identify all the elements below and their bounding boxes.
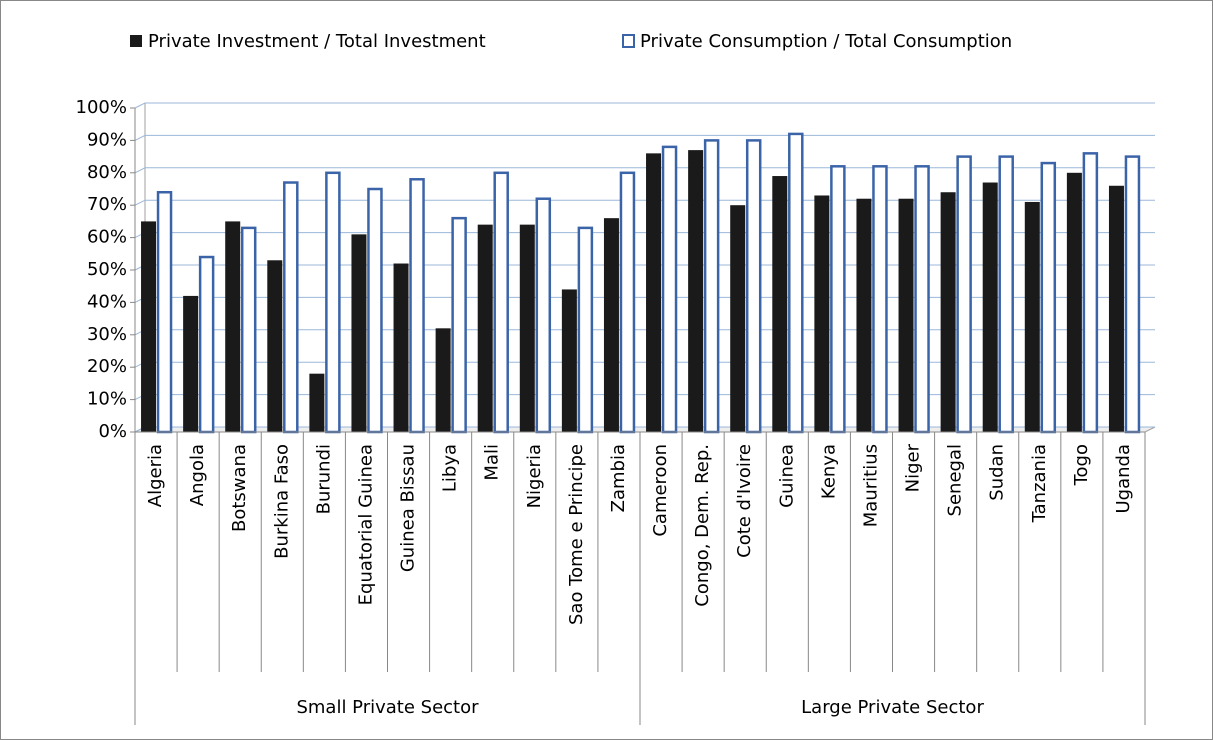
- bar: [267, 260, 283, 432]
- x-tick-label: Burundi: [313, 444, 334, 514]
- x-tick-label: Mauritius: [860, 444, 881, 527]
- bar: [240, 226, 257, 434]
- x-tick-label: Botswana: [229, 444, 250, 532]
- bar: [283, 181, 299, 434]
- x-tick-label: Cote d'Ivoire: [734, 444, 755, 558]
- x-tick-label: Niger: [903, 443, 924, 492]
- bar: [519, 224, 535, 432]
- group-label: Small Private Sector: [296, 697, 479, 718]
- x-tick-label: Mali: [482, 444, 503, 481]
- bar: [198, 255, 215, 434]
- grid-line: [134, 167, 1155, 174]
- x-tick-label: Congo, Dem. Rep.: [692, 444, 713, 607]
- legend-label: Private Consumption / Total Consumption: [640, 31, 1012, 52]
- bar: [603, 218, 619, 432]
- bar: [561, 289, 577, 432]
- bar: [451, 216, 467, 434]
- legend-swatch: [622, 34, 635, 48]
- x-tick-label: Cameroon: [650, 444, 671, 537]
- bar: [688, 150, 704, 432]
- bar: [1024, 201, 1040, 432]
- bar: [788, 132, 804, 434]
- bar: [856, 198, 872, 432]
- x-tick-label: Algeria: [145, 444, 166, 507]
- bar: [1082, 152, 1099, 434]
- bar: [183, 295, 199, 432]
- bar: [814, 195, 830, 432]
- y-tick-label: 40%: [87, 291, 127, 312]
- bar: [956, 155, 972, 434]
- bar: [351, 234, 367, 432]
- y-tick-label: 20%: [87, 356, 127, 377]
- x-tick-label: Senegal: [945, 444, 966, 516]
- x-tick-label: Tanzania: [1029, 444, 1050, 523]
- bar: [646, 153, 662, 433]
- bar: [325, 171, 341, 434]
- x-tick-label: Sao Tome e Principe: [566, 444, 587, 625]
- bar: [745, 139, 762, 434]
- bar: [493, 171, 509, 434]
- bar: [914, 165, 930, 434]
- bar: [409, 178, 425, 434]
- bar: [830, 165, 846, 434]
- bar: [703, 139, 720, 434]
- y-tick-label: 90%: [87, 129, 127, 150]
- x-tick-label: Guinea Bissau: [398, 444, 419, 572]
- bar: [1040, 161, 1057, 434]
- bar: [309, 373, 325, 432]
- legend-swatch: [130, 35, 142, 47]
- bar: [772, 176, 788, 432]
- bar: [367, 187, 383, 434]
- y-tick-label: 30%: [87, 324, 127, 345]
- x-tick-label: Angola: [187, 444, 208, 506]
- bar: [477, 224, 493, 432]
- x-tick-label: Equatorial Guinea: [355, 444, 376, 605]
- y-tick-label: 80%: [87, 162, 127, 183]
- y-tick-label: 50%: [87, 259, 127, 280]
- x-tick-label: Nigeria: [524, 444, 545, 508]
- y-tick-label: 70%: [87, 194, 127, 215]
- bar: [156, 190, 173, 434]
- y-tick-label: 0%: [98, 421, 127, 442]
- bar: [730, 205, 746, 432]
- group-label: Large Private Sector: [801, 697, 984, 718]
- y-tick-label: 10%: [87, 389, 127, 410]
- bar: [1124, 155, 1141, 434]
- bar: [225, 221, 241, 432]
- grid-line: [134, 134, 1155, 141]
- x-tick-label: Libya: [440, 444, 461, 492]
- y-tick-label: 60%: [87, 227, 127, 248]
- x-tick-label: Togo: [1071, 444, 1092, 486]
- bar: [1066, 172, 1082, 433]
- bar: [982, 182, 998, 432]
- x-tick-label: Burkina Faso: [271, 444, 292, 559]
- bar: [661, 145, 678, 434]
- bar: [898, 198, 914, 432]
- bar: [141, 221, 157, 432]
- grid-line: [134, 102, 1155, 109]
- x-tick-label: Zambia: [608, 444, 629, 512]
- x-tick-label: Sudan: [987, 444, 1008, 501]
- x-tick-label: Kenya: [818, 444, 839, 499]
- y-tick-label: 100%: [76, 97, 127, 118]
- legend-label: Private Investment / Total Investment: [148, 31, 486, 52]
- bar: [998, 155, 1014, 434]
- x-tick-label: Uganda: [1113, 444, 1134, 514]
- bar: [872, 165, 888, 434]
- bar: [393, 263, 409, 432]
- bar: [940, 192, 956, 432]
- bar: [619, 171, 636, 434]
- x-tick-label: Guinea: [776, 444, 797, 508]
- bar: [435, 328, 451, 432]
- bar: [1108, 185, 1124, 432]
- bar: [535, 197, 552, 434]
- bar: [577, 226, 594, 434]
